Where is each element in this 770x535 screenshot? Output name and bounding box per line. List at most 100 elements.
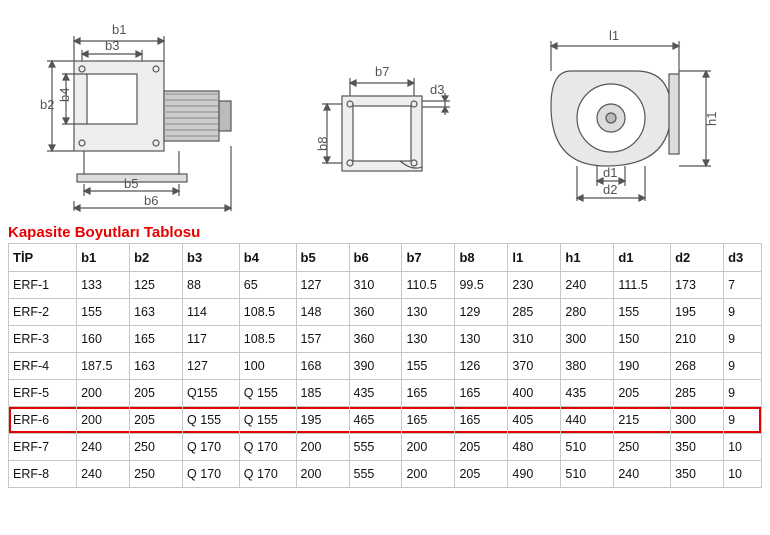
- table-cell: 9: [724, 299, 762, 326]
- table-cell: 7: [724, 272, 762, 299]
- table-cell: 205: [455, 461, 508, 488]
- table-cell: 148: [296, 299, 349, 326]
- table-cell: 165: [130, 326, 183, 353]
- table-header-row: TİPb1b2b3b4b5b6b7b8l1h1d1d2d3: [9, 244, 762, 272]
- table-cell: 240: [77, 461, 130, 488]
- table-cell: Q 170: [183, 434, 240, 461]
- dim-d2: d2: [603, 182, 617, 197]
- table-cell: 111.5: [614, 272, 671, 299]
- table-header-cell: TİP: [9, 244, 77, 272]
- dim-b6: b6: [144, 193, 158, 208]
- dim-d1: d1: [603, 165, 617, 180]
- table-cell: 9: [724, 407, 762, 434]
- table-header-cell: d3: [724, 244, 762, 272]
- table-cell: Q 170: [183, 461, 240, 488]
- table-cell: 350: [671, 434, 724, 461]
- dim-b4: b4: [57, 88, 72, 102]
- table-cell: 205: [130, 407, 183, 434]
- table-cell: 150: [614, 326, 671, 353]
- table-cell: 300: [561, 326, 614, 353]
- table-cell: 205: [455, 434, 508, 461]
- table-cell: Q 170: [239, 461, 296, 488]
- table-cell: ERF-2: [9, 299, 77, 326]
- table-cell: 310: [508, 326, 561, 353]
- table-cell: 125: [130, 272, 183, 299]
- dim-b2: b2: [40, 97, 54, 112]
- table-cell: 205: [614, 380, 671, 407]
- table-row: ERF-8240250Q 170Q 1702005552002054905102…: [9, 461, 762, 488]
- table-cell: 200: [77, 407, 130, 434]
- table-cell: ERF-8: [9, 461, 77, 488]
- table-row: ERF-4187.5163127100168390155126370380190…: [9, 353, 762, 380]
- table-header-cell: b2: [130, 244, 183, 272]
- table-cell: 129: [455, 299, 508, 326]
- table-cell: 195: [671, 299, 724, 326]
- dim-b3: b3: [105, 38, 119, 53]
- table-header-cell: b1: [77, 244, 130, 272]
- table-cell: 205: [130, 380, 183, 407]
- table-cell: 405: [508, 407, 561, 434]
- table-cell: 440: [561, 407, 614, 434]
- table-cell: 380: [561, 353, 614, 380]
- table-cell: 240: [77, 434, 130, 461]
- drawing-view-1: b1 b2 b3 b4 b5 b6: [29, 16, 259, 216]
- table-cell: ERF-6: [9, 407, 77, 434]
- table-cell: 490: [508, 461, 561, 488]
- table-cell: 127: [183, 353, 240, 380]
- technical-drawings: b1 b2 b3 b4 b5 b6 b7 b8 d3: [0, 0, 770, 220]
- dim-b1: b1: [112, 22, 126, 37]
- table-cell: 230: [508, 272, 561, 299]
- table-cell: 126: [455, 353, 508, 380]
- table-cell: 555: [349, 434, 402, 461]
- table-header-cell: d1: [614, 244, 671, 272]
- table-cell: 9: [724, 353, 762, 380]
- table-cell: 285: [671, 380, 724, 407]
- table-cell: 187.5: [77, 353, 130, 380]
- table-row: ERF-3160165117108.5157360130130310300150…: [9, 326, 762, 353]
- table-header-cell: b3: [183, 244, 240, 272]
- table-cell: 163: [130, 299, 183, 326]
- table-cell: 117: [183, 326, 240, 353]
- table-title: Kapasite Boyutları Tablosu: [0, 220, 770, 243]
- table-cell: 400: [508, 380, 561, 407]
- table-cell: 165: [402, 407, 455, 434]
- table-row: ERF-6200205Q 155Q 1551954651651654054402…: [9, 407, 762, 434]
- table-cell: 280: [561, 299, 614, 326]
- table-cell: 360: [349, 326, 402, 353]
- table-header-cell: b5: [296, 244, 349, 272]
- table-cell: 510: [561, 434, 614, 461]
- table-cell: ERF-3: [9, 326, 77, 353]
- table-body: ERF-11331258865127310110.599.5230240111.…: [9, 272, 762, 488]
- table-cell: 435: [561, 380, 614, 407]
- table-cell: Q155: [183, 380, 240, 407]
- table-cell: 185: [296, 380, 349, 407]
- table-cell: 163: [130, 353, 183, 380]
- dim-h1: h1: [704, 112, 719, 126]
- table-cell: 130: [455, 326, 508, 353]
- dim-l1: l1: [609, 28, 619, 43]
- table-cell: 127: [296, 272, 349, 299]
- table-cell: 165: [455, 380, 508, 407]
- table-cell: 165: [402, 380, 455, 407]
- table-cell: 168: [296, 353, 349, 380]
- table-cell: 110.5: [402, 272, 455, 299]
- table-cell: 65: [239, 272, 296, 299]
- table-cell: 350: [671, 461, 724, 488]
- table-cell: 240: [614, 461, 671, 488]
- table-cell: 130: [402, 326, 455, 353]
- table-cell: 250: [130, 434, 183, 461]
- table-cell: 108.5: [239, 326, 296, 353]
- table-cell: 285: [508, 299, 561, 326]
- table-cell: 200: [402, 434, 455, 461]
- table-cell: 210: [671, 326, 724, 353]
- table-header-cell: l1: [508, 244, 561, 272]
- table-cell: 155: [402, 353, 455, 380]
- table-cell: 480: [508, 434, 561, 461]
- table-cell: 310: [349, 272, 402, 299]
- table-cell: 200: [402, 461, 455, 488]
- table-cell: 173: [671, 272, 724, 299]
- table-cell: 215: [614, 407, 671, 434]
- table-cell: 268: [671, 353, 724, 380]
- table-header-cell: b4: [239, 244, 296, 272]
- dim-b7: b7: [375, 64, 389, 79]
